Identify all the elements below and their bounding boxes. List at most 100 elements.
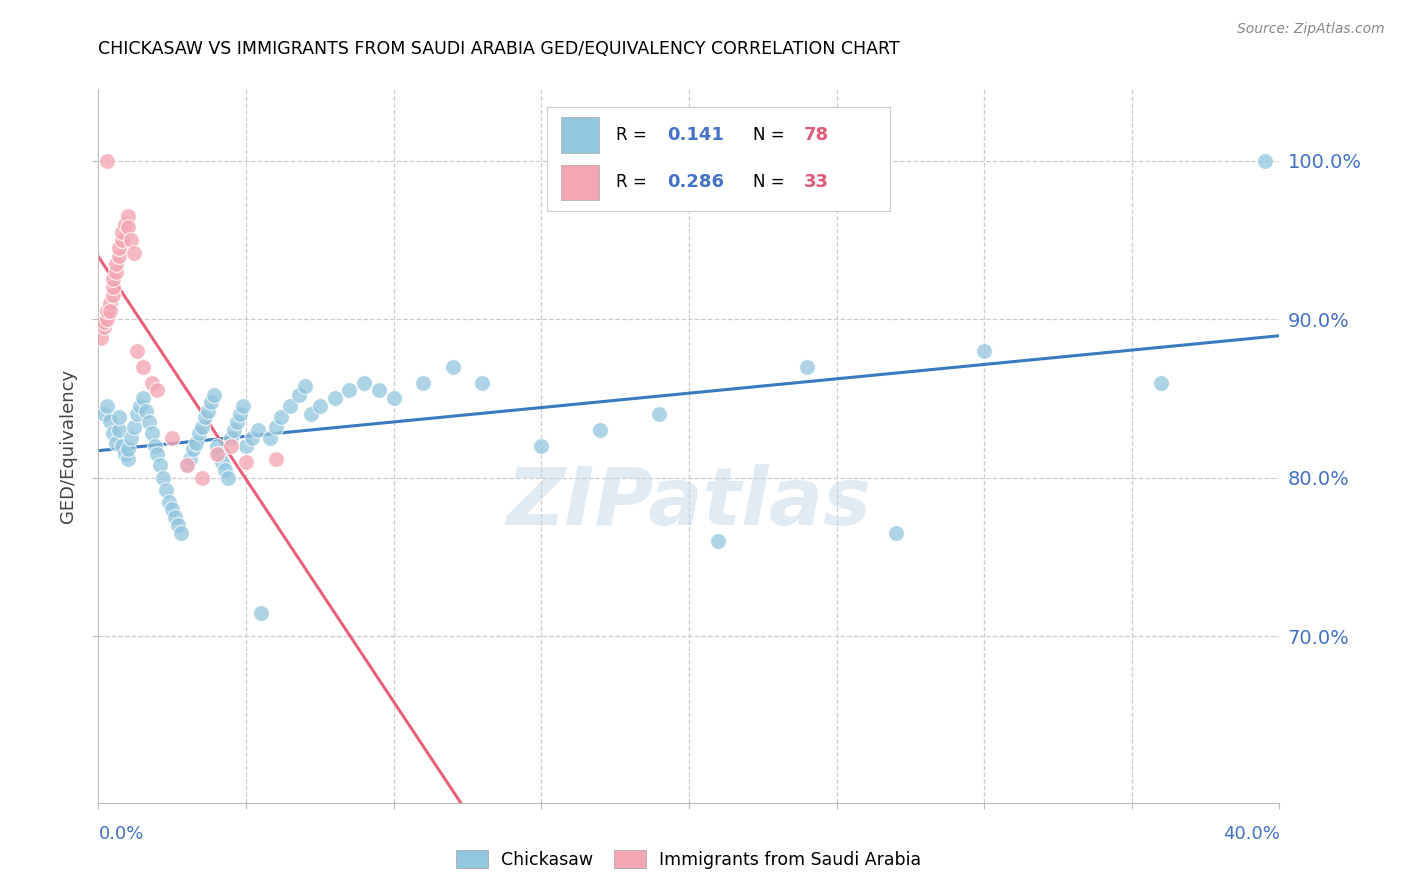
- Text: 40.0%: 40.0%: [1223, 825, 1279, 843]
- Point: [264, 451, 287, 466]
- Point: [205, 439, 228, 453]
- Point: [884, 526, 907, 541]
- Point: [117, 209, 139, 223]
- Point: [93, 315, 115, 329]
- Point: [105, 264, 128, 278]
- Point: [197, 404, 219, 418]
- Point: [93, 407, 115, 421]
- Point: [232, 400, 254, 414]
- Point: [235, 455, 257, 469]
- Point: [339, 384, 360, 398]
- Point: [246, 423, 269, 437]
- Point: [96, 312, 118, 326]
- Point: [108, 410, 131, 425]
- Point: [270, 410, 292, 425]
- Point: [122, 420, 145, 434]
- Point: [98, 296, 121, 310]
- Point: [259, 431, 281, 445]
- Point: [155, 483, 177, 498]
- Point: [146, 384, 169, 398]
- Point: [138, 415, 160, 429]
- Point: [226, 415, 249, 429]
- Point: [353, 376, 375, 390]
- Point: [108, 423, 131, 437]
- Point: [143, 439, 166, 453]
- Point: [108, 249, 131, 263]
- Point: [648, 407, 671, 421]
- Point: [194, 410, 217, 425]
- Point: [211, 455, 233, 469]
- Point: [441, 359, 464, 374]
- Point: [1254, 153, 1277, 168]
- Point: [191, 420, 214, 434]
- Point: [125, 343, 148, 358]
- Point: [796, 359, 818, 374]
- Point: [128, 400, 150, 414]
- Point: [152, 471, 174, 485]
- Point: [205, 447, 228, 461]
- Point: [191, 471, 214, 485]
- Point: [141, 376, 163, 390]
- Point: [240, 431, 263, 445]
- Point: [103, 280, 125, 294]
- Point: [111, 233, 134, 247]
- Text: ZIPatlas: ZIPatlas: [506, 464, 872, 542]
- Point: [264, 420, 287, 434]
- Point: [162, 431, 183, 445]
- Point: [224, 423, 246, 437]
- Point: [132, 392, 155, 406]
- Point: [105, 257, 128, 271]
- Point: [132, 359, 155, 374]
- Point: [412, 376, 434, 390]
- Point: [219, 439, 242, 453]
- Point: [98, 414, 121, 428]
- Point: [122, 245, 145, 260]
- Point: [96, 304, 118, 318]
- Point: [530, 439, 553, 453]
- Point: [200, 394, 222, 409]
- Point: [96, 153, 118, 168]
- Point: [103, 426, 125, 441]
- Point: [187, 426, 209, 441]
- Point: [167, 518, 190, 533]
- Point: [117, 451, 139, 466]
- Point: [208, 447, 231, 461]
- Point: [120, 431, 142, 445]
- Text: 0.0%: 0.0%: [98, 825, 143, 843]
- Point: [93, 320, 115, 334]
- Point: [589, 423, 612, 437]
- Point: [157, 494, 180, 508]
- Point: [90, 331, 112, 345]
- Point: [111, 439, 134, 453]
- Point: [973, 343, 995, 358]
- Text: Source: ZipAtlas.com: Source: ZipAtlas.com: [1237, 22, 1385, 37]
- Point: [141, 426, 163, 441]
- Point: [1150, 376, 1173, 390]
- Point: [184, 435, 207, 450]
- Point: [382, 392, 405, 406]
- Point: [103, 288, 125, 302]
- Point: [162, 502, 183, 516]
- Point: [125, 407, 148, 421]
- Point: [181, 442, 204, 457]
- Y-axis label: GED/Equivalency: GED/Equivalency: [59, 369, 77, 523]
- Point: [229, 407, 252, 421]
- Point: [176, 458, 198, 472]
- Point: [309, 400, 332, 414]
- Point: [114, 217, 136, 231]
- Point: [235, 439, 257, 453]
- Point: [471, 376, 494, 390]
- Point: [323, 392, 346, 406]
- Point: [98, 304, 121, 318]
- Point: [179, 451, 201, 466]
- Point: [149, 458, 172, 472]
- Point: [146, 447, 169, 461]
- Point: [299, 407, 322, 421]
- Point: [120, 233, 142, 247]
- Point: [108, 241, 131, 255]
- Point: [219, 431, 242, 445]
- Point: [202, 388, 225, 402]
- Point: [111, 225, 134, 239]
- Point: [214, 463, 236, 477]
- Point: [165, 510, 187, 524]
